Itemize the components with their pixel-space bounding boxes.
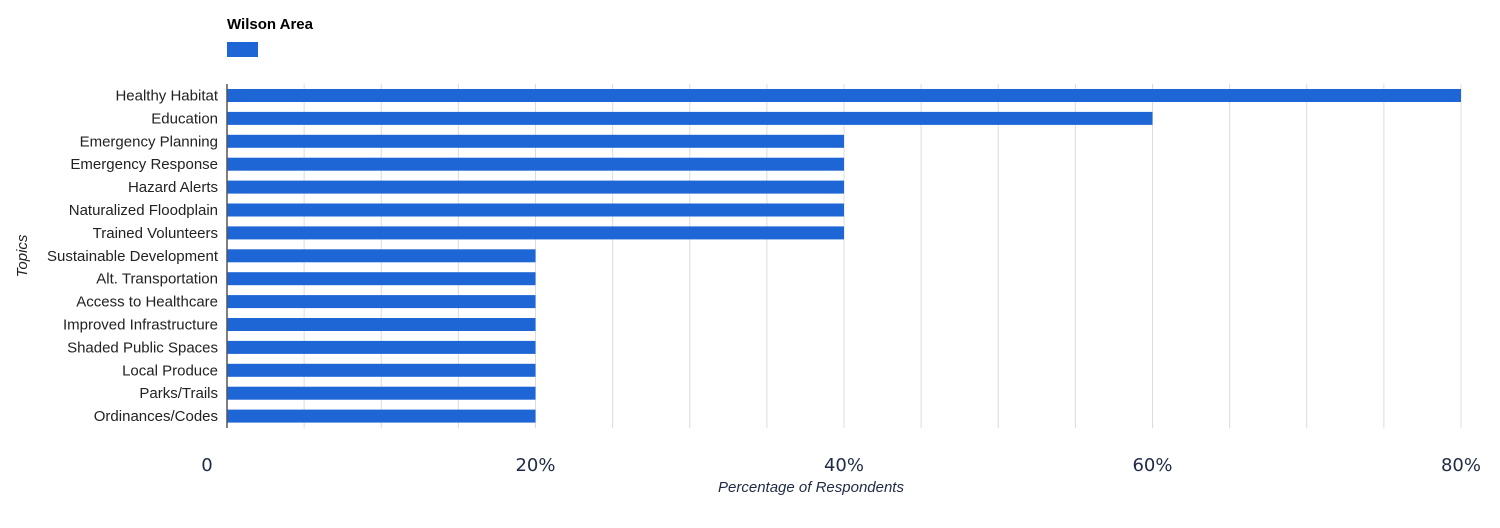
category-label: Shaded Public Spaces [67,339,218,356]
category-label: Improved Infrastructure [63,317,218,334]
category-label: Naturalized Floodplain [69,202,218,219]
category-label: Hazard Alerts [128,179,218,196]
category-labels: Healthy Habitat Education Emergency Planni… [47,88,219,426]
category-label: Emergency Planning [80,133,218,150]
x-tick-label: 20% [515,455,555,476]
bar-alt-transportation [227,272,536,286]
bar-sustainable-development [227,249,536,263]
category-label: Parks/Trails [139,385,218,402]
bar-education [227,111,1153,125]
y-axis-title: Topics [14,234,31,277]
bar-parks-trails [227,386,536,400]
bars [227,89,1461,423]
category-label: Local Produce [122,362,218,379]
x-tick-label: 0 [201,455,212,476]
x-axis-title: Percentage of Respondents [718,479,904,496]
category-label: Trained Volunteers [93,225,218,242]
bar-access-to-healthcare [227,295,536,309]
bar-shaded-public-spaces [227,340,536,354]
bar-naturalized-floodplain [227,203,844,217]
bar-emergency-planning [227,134,844,148]
bar-local-produce [227,363,536,377]
legend-title: Wilson Area [227,16,314,33]
category-label: Education [151,110,218,127]
bar-emergency-response [227,157,844,171]
category-label: Alt. Transportation [96,271,218,288]
bar-ordinances-codes [227,409,536,423]
x-tick-label: 80% [1441,455,1481,476]
x-tick-label: 60% [1132,455,1172,476]
category-label: Sustainable Development [47,248,219,265]
x-tick-label: 40% [824,455,864,476]
bar-hazard-alerts [227,180,844,194]
category-label: Ordinances/Codes [94,408,218,425]
bar-healthy-habitat [227,89,1461,102]
category-label: Access to Healthcare [76,294,218,311]
category-label: Emergency Response [70,156,218,173]
legend-swatch [227,42,258,57]
category-label: Healthy Habitat [115,88,218,105]
bar-trained-volunteers [227,226,844,240]
bar-improved-infrastructure [227,318,536,331]
x-tick-labels: 0 20% 40% 60% 80% [201,455,1481,476]
